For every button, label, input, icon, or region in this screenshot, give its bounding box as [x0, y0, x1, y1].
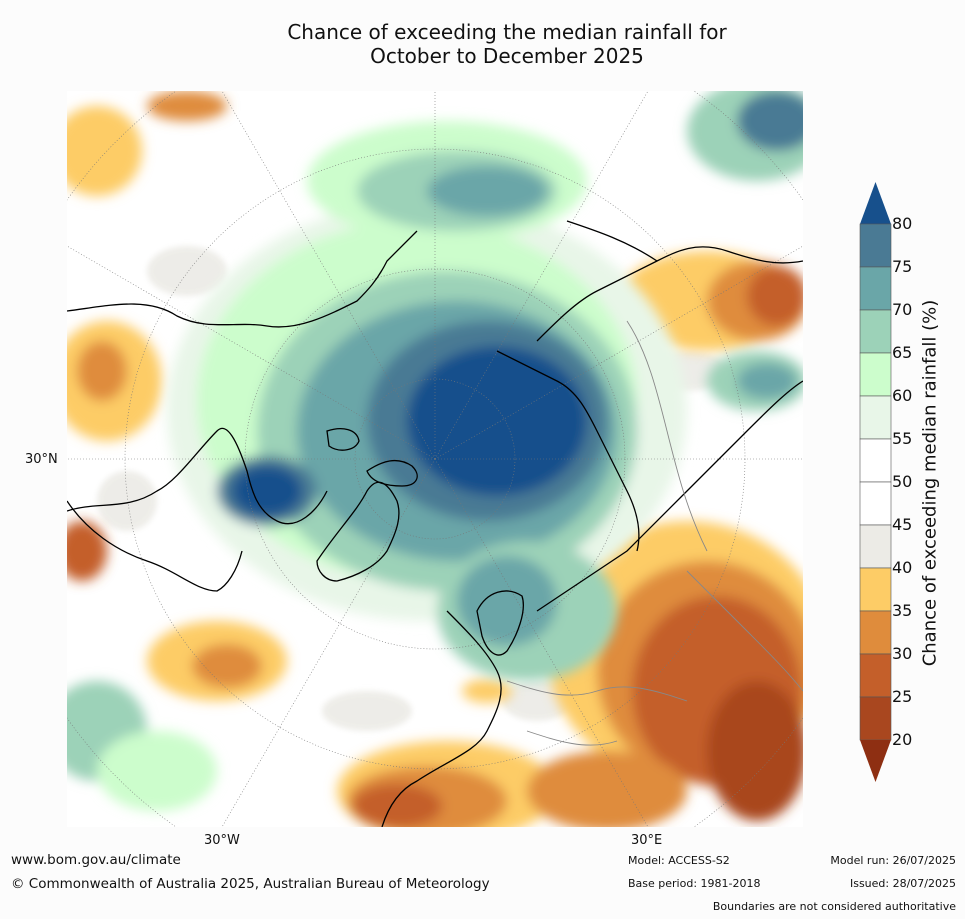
colorbar-tick-60: 60 — [892, 386, 913, 405]
colorbar-segment-65-70 — [859, 309, 892, 354]
colorbar-segment-25-30 — [859, 653, 892, 698]
lon-label-30e: 30°E — [631, 833, 663, 848]
colorbar-tick-50: 50 — [892, 472, 913, 491]
colorbar-segments — [859, 182, 892, 782]
website-link[interactable]: www.bom.gov.au/climate — [11, 852, 181, 868]
chart-title: Chance of exceeding the median rainfall … — [0, 20, 965, 68]
colorbar-tick-75: 75 — [892, 257, 913, 276]
issued-text: Issued: 28/07/2025 — [849, 877, 956, 890]
near-median-patches — [97, 246, 727, 731]
copyright-text: © Commonwealth of Australia 2025, Austra… — [11, 876, 490, 892]
colorbar-svg — [859, 182, 892, 782]
colorbar-segment-35-40 — [859, 567, 892, 612]
colorbar-tick-30: 30 — [892, 644, 913, 663]
colorbar-segment-45-50 — [859, 481, 892, 526]
colorbar-tick-80: 80 — [892, 214, 913, 233]
colorbar-label: Chance of exceeding median rainfall (%) — [919, 299, 941, 667]
title-line-1: Chance of exceeding the median rainfall … — [287, 20, 727, 44]
model-text: Model: ACCESS-S2 — [628, 854, 730, 867]
base-period-text: Base period: 1981-2018 — [628, 877, 761, 890]
colorbar-extend-bottom — [860, 740, 891, 782]
colorbar-segment-50-55 — [859, 438, 892, 483]
title-line-2: October to December 2025 — [370, 44, 644, 68]
colorbar-segment-60-65 — [859, 352, 892, 397]
colorbar-tick-55: 55 — [892, 429, 913, 448]
colorbar-tick-65: 65 — [892, 343, 913, 362]
colorbar-tick-40: 40 — [892, 558, 913, 577]
colorbar-segment-55-60 — [859, 395, 892, 440]
model-run-text: Model run: 26/07/2025 — [830, 854, 956, 867]
colorbar-tick-25: 25 — [892, 687, 913, 706]
dry-regions — [67, 91, 803, 827]
disclaimer-text: Boundaries are not considered authoritat… — [712, 900, 956, 913]
colorbar-segment-40-45 — [859, 524, 892, 569]
colorbar-segment-20-25 — [859, 696, 892, 741]
lat-label-30n: 30°N — [25, 452, 58, 467]
wet-regions — [67, 91, 803, 811]
graticule — [67, 91, 803, 827]
colorbar-tick-35: 35 — [892, 601, 913, 620]
colorbar-segment-30-35 — [859, 610, 892, 655]
colorbar-tick-45: 45 — [892, 515, 913, 534]
coastlines — [67, 220, 803, 827]
country-borders — [506, 320, 803, 746]
colorbar — [855, 180, 965, 790]
map-svg — [67, 91, 803, 827]
colorbar-segment-70-75 — [859, 266, 892, 311]
colorbar-tick-20: 20 — [892, 730, 913, 749]
rainfall-outlook-map — [67, 91, 803, 827]
lon-label-30w: 30°W — [204, 833, 240, 848]
colorbar-extend-top — [860, 182, 891, 224]
colorbar-segment-75-80 — [859, 223, 892, 268]
colorbar-tick-70: 70 — [892, 300, 913, 319]
